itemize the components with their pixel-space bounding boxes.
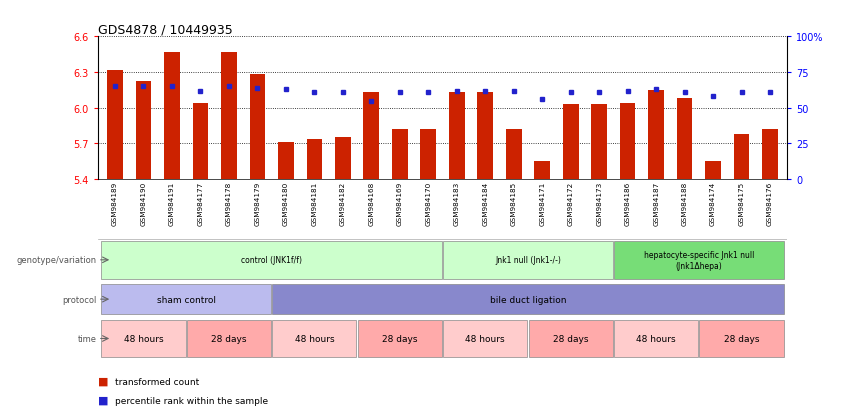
- Bar: [164, 52, 180, 180]
- Text: 28 days: 28 days: [382, 334, 418, 343]
- Text: control (JNK1f/f): control (JNK1f/f): [241, 256, 302, 265]
- Text: ■: ■: [98, 395, 108, 405]
- Bar: [278, 143, 294, 180]
- Text: 28 days: 28 days: [724, 334, 759, 343]
- FancyBboxPatch shape: [272, 284, 784, 315]
- FancyBboxPatch shape: [101, 284, 271, 315]
- Text: 48 hours: 48 hours: [637, 334, 676, 343]
- Bar: [734, 135, 750, 180]
- Text: 48 hours: 48 hours: [465, 334, 505, 343]
- Text: 48 hours: 48 hours: [123, 334, 163, 343]
- Bar: [477, 93, 493, 180]
- Text: genotype/variation: genotype/variation: [16, 256, 96, 265]
- Text: 48 hours: 48 hours: [294, 334, 334, 343]
- Bar: [648, 90, 664, 180]
- Text: transformed count: transformed count: [115, 377, 199, 386]
- FancyBboxPatch shape: [614, 241, 784, 279]
- FancyBboxPatch shape: [443, 241, 613, 279]
- Text: bile duct ligation: bile duct ligation: [489, 295, 566, 304]
- Bar: [363, 93, 380, 180]
- Text: time: time: [77, 334, 96, 343]
- Bar: [705, 162, 721, 180]
- FancyBboxPatch shape: [101, 241, 442, 279]
- Bar: [420, 130, 436, 180]
- FancyBboxPatch shape: [700, 320, 784, 357]
- FancyBboxPatch shape: [101, 320, 186, 357]
- Bar: [335, 138, 351, 180]
- Text: 28 days: 28 days: [211, 334, 247, 343]
- Text: percentile rank within the sample: percentile rank within the sample: [115, 396, 268, 405]
- Text: 28 days: 28 days: [553, 334, 588, 343]
- FancyBboxPatch shape: [443, 320, 528, 357]
- Bar: [563, 105, 579, 180]
- Bar: [221, 52, 237, 180]
- Bar: [249, 75, 266, 180]
- Bar: [135, 82, 151, 180]
- FancyBboxPatch shape: [186, 320, 271, 357]
- Bar: [534, 162, 550, 180]
- Text: protocol: protocol: [62, 295, 96, 304]
- Text: hepatocyte-specific Jnk1 null
(Jnk1Δhepa): hepatocyte-specific Jnk1 null (Jnk1Δhepa…: [643, 251, 754, 270]
- FancyBboxPatch shape: [357, 320, 442, 357]
- Bar: [107, 70, 123, 180]
- Bar: [306, 139, 323, 180]
- Bar: [677, 99, 693, 180]
- Bar: [449, 93, 465, 180]
- Bar: [505, 130, 522, 180]
- Text: ■: ■: [98, 376, 108, 386]
- Bar: [392, 130, 408, 180]
- Bar: [591, 105, 607, 180]
- Bar: [620, 104, 636, 180]
- Bar: [192, 104, 208, 180]
- Text: Jnk1 null (Jnk1-/-): Jnk1 null (Jnk1-/-): [495, 256, 561, 265]
- Text: GDS4878 / 10449935: GDS4878 / 10449935: [98, 23, 232, 36]
- FancyBboxPatch shape: [528, 320, 613, 357]
- FancyBboxPatch shape: [614, 320, 699, 357]
- Text: sham control: sham control: [157, 295, 215, 304]
- FancyBboxPatch shape: [272, 320, 357, 357]
- Bar: [762, 130, 778, 180]
